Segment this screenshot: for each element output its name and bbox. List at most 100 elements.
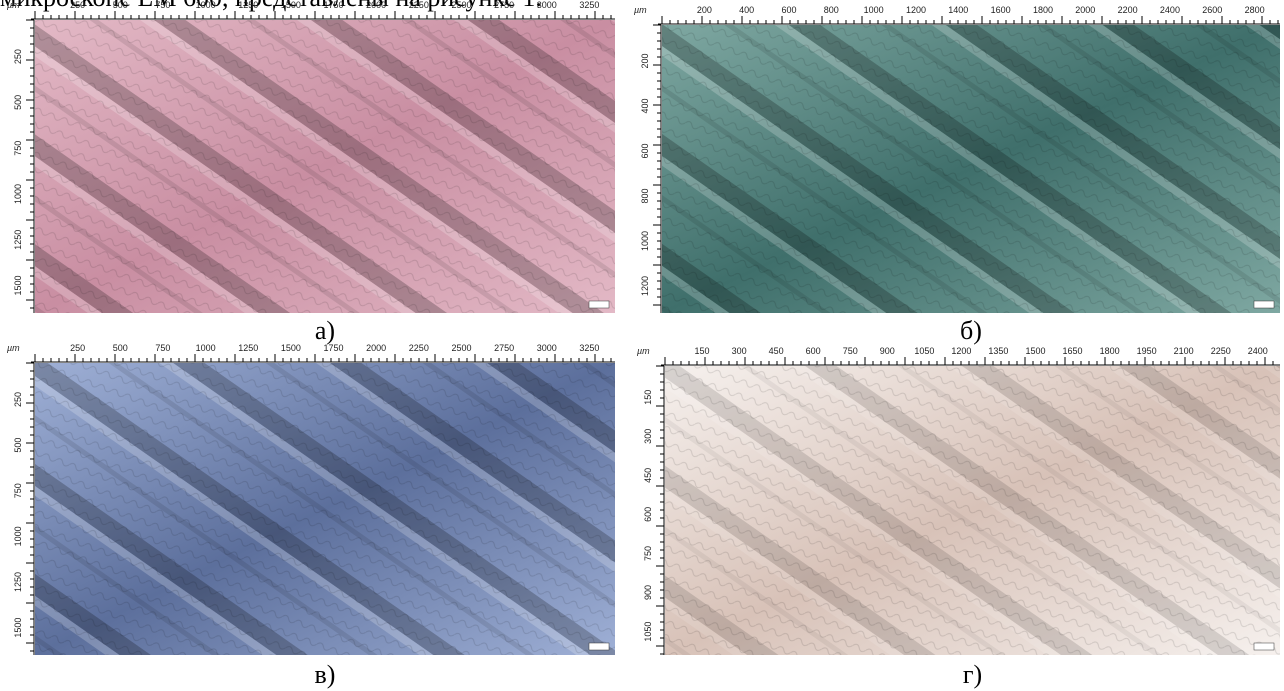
y-tick-label: 1200 [640,276,650,296]
x-tick-label: 200 [697,5,712,15]
x-tick-label: 2750 [494,343,514,353]
x-tick-label: 1500 [1025,346,1045,356]
scale-bar [1254,301,1274,308]
x-tick-label: 1750 [324,0,344,10]
y-tick-label: 250 [13,392,23,407]
y-tick-label: 200 [640,53,650,68]
micrograph-texture [35,20,615,313]
y-tick-label: 600 [640,143,650,158]
micrograph-texture [35,363,615,655]
x-tick-label: 1650 [1063,346,1083,356]
x-tick-label: 600 [806,346,821,356]
x-tick-label: 1600 [991,5,1011,15]
micrograph-panel: µm25050075010001250150017502000225025002… [7,0,615,345]
y-tick-label: 1000 [13,184,23,204]
caption: в) [315,660,336,689]
y-tick-label: 500 [13,438,23,453]
x-tick-label: 250 [70,0,85,10]
x-tick-label: 1800 [1033,5,1053,15]
x-tick-label: 2400 [1248,346,1268,356]
x-tick-label: 2750 [494,0,514,10]
y-tick-label: 750 [643,546,653,561]
x-tick-label: 500 [113,343,128,353]
x-tick-label: 2200 [1118,5,1138,15]
caption: а) [315,316,335,345]
x-tick-label: 2600 [1202,5,1222,15]
x-tick-label: 900 [880,346,895,356]
y-tick-label: 300 [643,429,653,444]
caption: г) [963,660,982,689]
x-tick-label: 1000 [196,343,216,353]
x-tick-label: 1250 [238,0,258,10]
x-tick-label: 2000 [366,343,386,353]
x-tick-label: 2250 [409,0,429,10]
micrograph-panel: µm 200 400 600 800 1000 1200 1400 1600 1800 2000 22… [634,5,1280,345]
x-tick-label: 1500 [281,0,301,10]
x-tick-label: 2000 [366,0,386,10]
x-tick-label: 2250 [409,343,429,353]
x-tick-label: 750 [155,343,170,353]
x-tick-label: 1750 [324,343,344,353]
figure: микроскопе LM 600, представлены на рисун… [0,0,1284,691]
y-tick-label: 600 [643,507,653,522]
x-tick-label: 1000 [864,5,884,15]
y-tick-label: 1250 [13,230,23,250]
x-tick-label: 2500 [451,343,471,353]
x-tick-label: 150 [695,346,710,356]
x-tick-label: 1050 [914,346,934,356]
y-tick-label: 1050 [643,622,653,642]
unit-label: µm [7,343,20,353]
y-tick-label: 1500 [13,618,23,638]
page: микроскопе LM 600, представлены на рисун… [0,0,1284,691]
y-tick-label: 1500 [13,276,23,296]
y-tick-label: 500 [13,95,23,110]
y-tick-label: 750 [13,141,23,156]
y-tick-label: 150 [643,390,653,405]
x-tick-label: 2500 [451,0,471,10]
x-tick-label: 2400 [1160,5,1180,15]
scale-bar [589,643,609,650]
x-tick-label: 1400 [948,5,968,15]
unit-label: µm [634,5,647,15]
x-tick-label: 1500 [281,343,301,353]
caption: б) [960,316,982,345]
x-tick-label: 1800 [1100,346,1120,356]
x-tick-label: 400 [739,5,754,15]
x-tick-label: 750 [155,0,170,10]
x-tick-label: 1250 [238,343,258,353]
x-tick-label: 1950 [1137,346,1157,356]
x-tick-label: 1000 [196,0,216,10]
micrograph-panel: µm 150 300 450 600 750 900 1050 1200 1350 1500 1650… [637,346,1280,689]
x-tick-label: 2250 [1211,346,1231,356]
x-tick-label: 300 [732,346,747,356]
x-tick-label: 2800 [1245,5,1265,15]
x-tick-label: 2000 [1075,5,1095,15]
y-tick-label: 900 [643,585,653,600]
x-tick-label: 1350 [988,346,1008,356]
y-tick-label: 450 [643,468,653,483]
y-tick-label: 250 [13,49,23,64]
x-tick-label: 600 [781,5,796,15]
x-tick-label: 800 [824,5,839,15]
y-tick-label: 1000 [640,231,650,251]
x-tick-label: 3250 [579,0,599,10]
x-tick-label: 1200 [951,346,971,356]
unit-label: µm [637,346,650,356]
x-tick-label: 3250 [579,343,599,353]
x-tick-label: 750 [843,346,858,356]
x-tick-label: 500 [113,0,128,10]
x-tick-label: 450 [769,346,784,356]
x-tick-label: 3000 [537,343,557,353]
x-tick-label: 3000 [537,0,557,10]
y-tick-label: 400 [640,98,650,113]
y-tick-label: 1250 [13,572,23,592]
y-tick-label: 750 [13,483,23,498]
x-tick-label: 2100 [1174,346,1194,356]
scale-bar [589,301,609,308]
y-tick-label: 1000 [13,526,23,546]
x-tick-label: 1200 [906,5,926,15]
micrograph-texture [665,366,1280,655]
micrograph-texture [662,25,1280,313]
micrograph-panel: µm 250 500 750 1000 1250 1500 1750 2000 2250 2500 2… [7,343,615,689]
y-tick-label: 800 [640,188,650,203]
